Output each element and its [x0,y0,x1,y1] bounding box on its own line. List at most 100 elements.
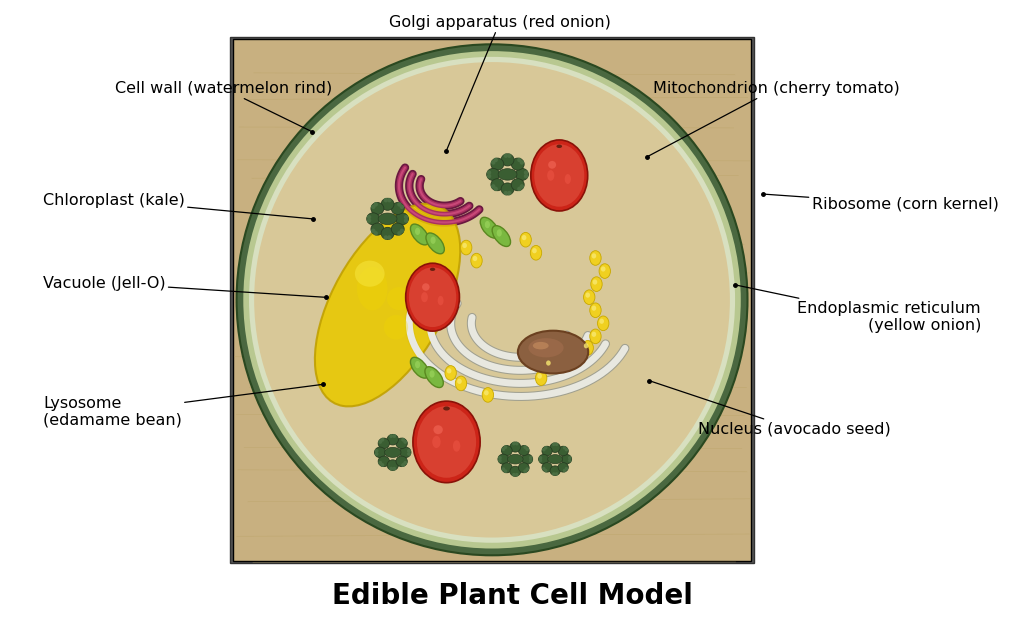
Ellipse shape [507,191,512,195]
Ellipse shape [387,460,398,470]
Ellipse shape [401,463,406,467]
Ellipse shape [494,158,498,162]
Ellipse shape [498,459,502,463]
Ellipse shape [237,44,748,555]
Ellipse shape [399,228,404,233]
Ellipse shape [502,447,505,451]
Ellipse shape [591,277,602,292]
Ellipse shape [415,228,420,235]
Circle shape [498,169,517,180]
Ellipse shape [518,463,529,473]
Ellipse shape [371,223,384,235]
Ellipse shape [371,228,376,233]
Ellipse shape [512,442,516,445]
Ellipse shape [315,203,460,406]
Ellipse shape [421,292,428,302]
Ellipse shape [392,466,396,471]
Ellipse shape [519,184,524,188]
Ellipse shape [399,447,411,458]
Ellipse shape [530,140,588,211]
Ellipse shape [371,203,384,215]
Ellipse shape [502,463,512,473]
Ellipse shape [387,434,398,445]
Ellipse shape [384,198,388,202]
Ellipse shape [502,467,505,471]
Ellipse shape [528,456,532,460]
Ellipse shape [391,223,404,235]
Ellipse shape [535,144,585,207]
Ellipse shape [510,466,520,476]
Ellipse shape [415,361,420,368]
Ellipse shape [504,445,507,449]
Ellipse shape [530,246,542,260]
Ellipse shape [397,231,401,236]
Ellipse shape [433,425,442,434]
Ellipse shape [462,243,467,248]
Ellipse shape [523,445,527,449]
Ellipse shape [601,266,605,272]
Ellipse shape [378,438,389,448]
Ellipse shape [384,315,409,340]
Ellipse shape [392,434,396,438]
Ellipse shape [396,438,408,448]
Ellipse shape [552,472,555,476]
Ellipse shape [552,443,555,446]
Ellipse shape [387,198,391,202]
Circle shape [384,447,401,457]
Ellipse shape [568,456,571,460]
Ellipse shape [417,406,476,478]
Text: Lysosome
(edamame bean): Lysosome (edamame bean) [43,384,323,428]
FancyBboxPatch shape [230,37,754,563]
Text: Ribosome (corn kernel): Ribosome (corn kernel) [763,194,998,211]
Ellipse shape [374,202,378,207]
Ellipse shape [367,218,372,223]
Ellipse shape [480,217,499,238]
Ellipse shape [598,316,609,331]
Ellipse shape [411,224,429,245]
Ellipse shape [374,231,378,236]
Ellipse shape [592,332,596,337]
Ellipse shape [548,161,556,169]
Ellipse shape [381,228,394,239]
Ellipse shape [403,218,409,223]
Ellipse shape [457,379,462,384]
Ellipse shape [545,358,556,373]
Ellipse shape [512,473,516,476]
Ellipse shape [249,57,735,543]
Ellipse shape [486,169,500,180]
Ellipse shape [590,329,601,344]
Ellipse shape [561,455,571,464]
Ellipse shape [517,158,521,162]
Circle shape [430,267,435,271]
Ellipse shape [550,466,560,475]
Ellipse shape [497,230,502,236]
Ellipse shape [590,251,601,266]
Ellipse shape [504,191,508,195]
Ellipse shape [538,373,542,379]
Ellipse shape [425,367,443,388]
Text: Mitochondrion (cherry tomato): Mitochondrion (cherry tomato) [647,81,899,157]
Circle shape [548,455,562,463]
Ellipse shape [546,360,551,366]
Ellipse shape [403,440,408,444]
Ellipse shape [515,169,528,180]
Ellipse shape [389,434,393,438]
Ellipse shape [482,388,494,402]
Ellipse shape [542,446,552,456]
Ellipse shape [525,467,529,471]
Ellipse shape [437,296,443,305]
Ellipse shape [375,452,379,456]
Ellipse shape [592,305,596,311]
Circle shape [378,213,397,225]
Ellipse shape [525,447,529,451]
Ellipse shape [401,438,406,442]
Ellipse shape [536,371,547,386]
Ellipse shape [555,443,558,446]
Ellipse shape [539,459,543,462]
Ellipse shape [381,198,394,210]
Ellipse shape [542,467,546,470]
Ellipse shape [522,454,532,464]
Ellipse shape [564,467,568,470]
Ellipse shape [558,446,568,456]
Ellipse shape [490,160,496,165]
